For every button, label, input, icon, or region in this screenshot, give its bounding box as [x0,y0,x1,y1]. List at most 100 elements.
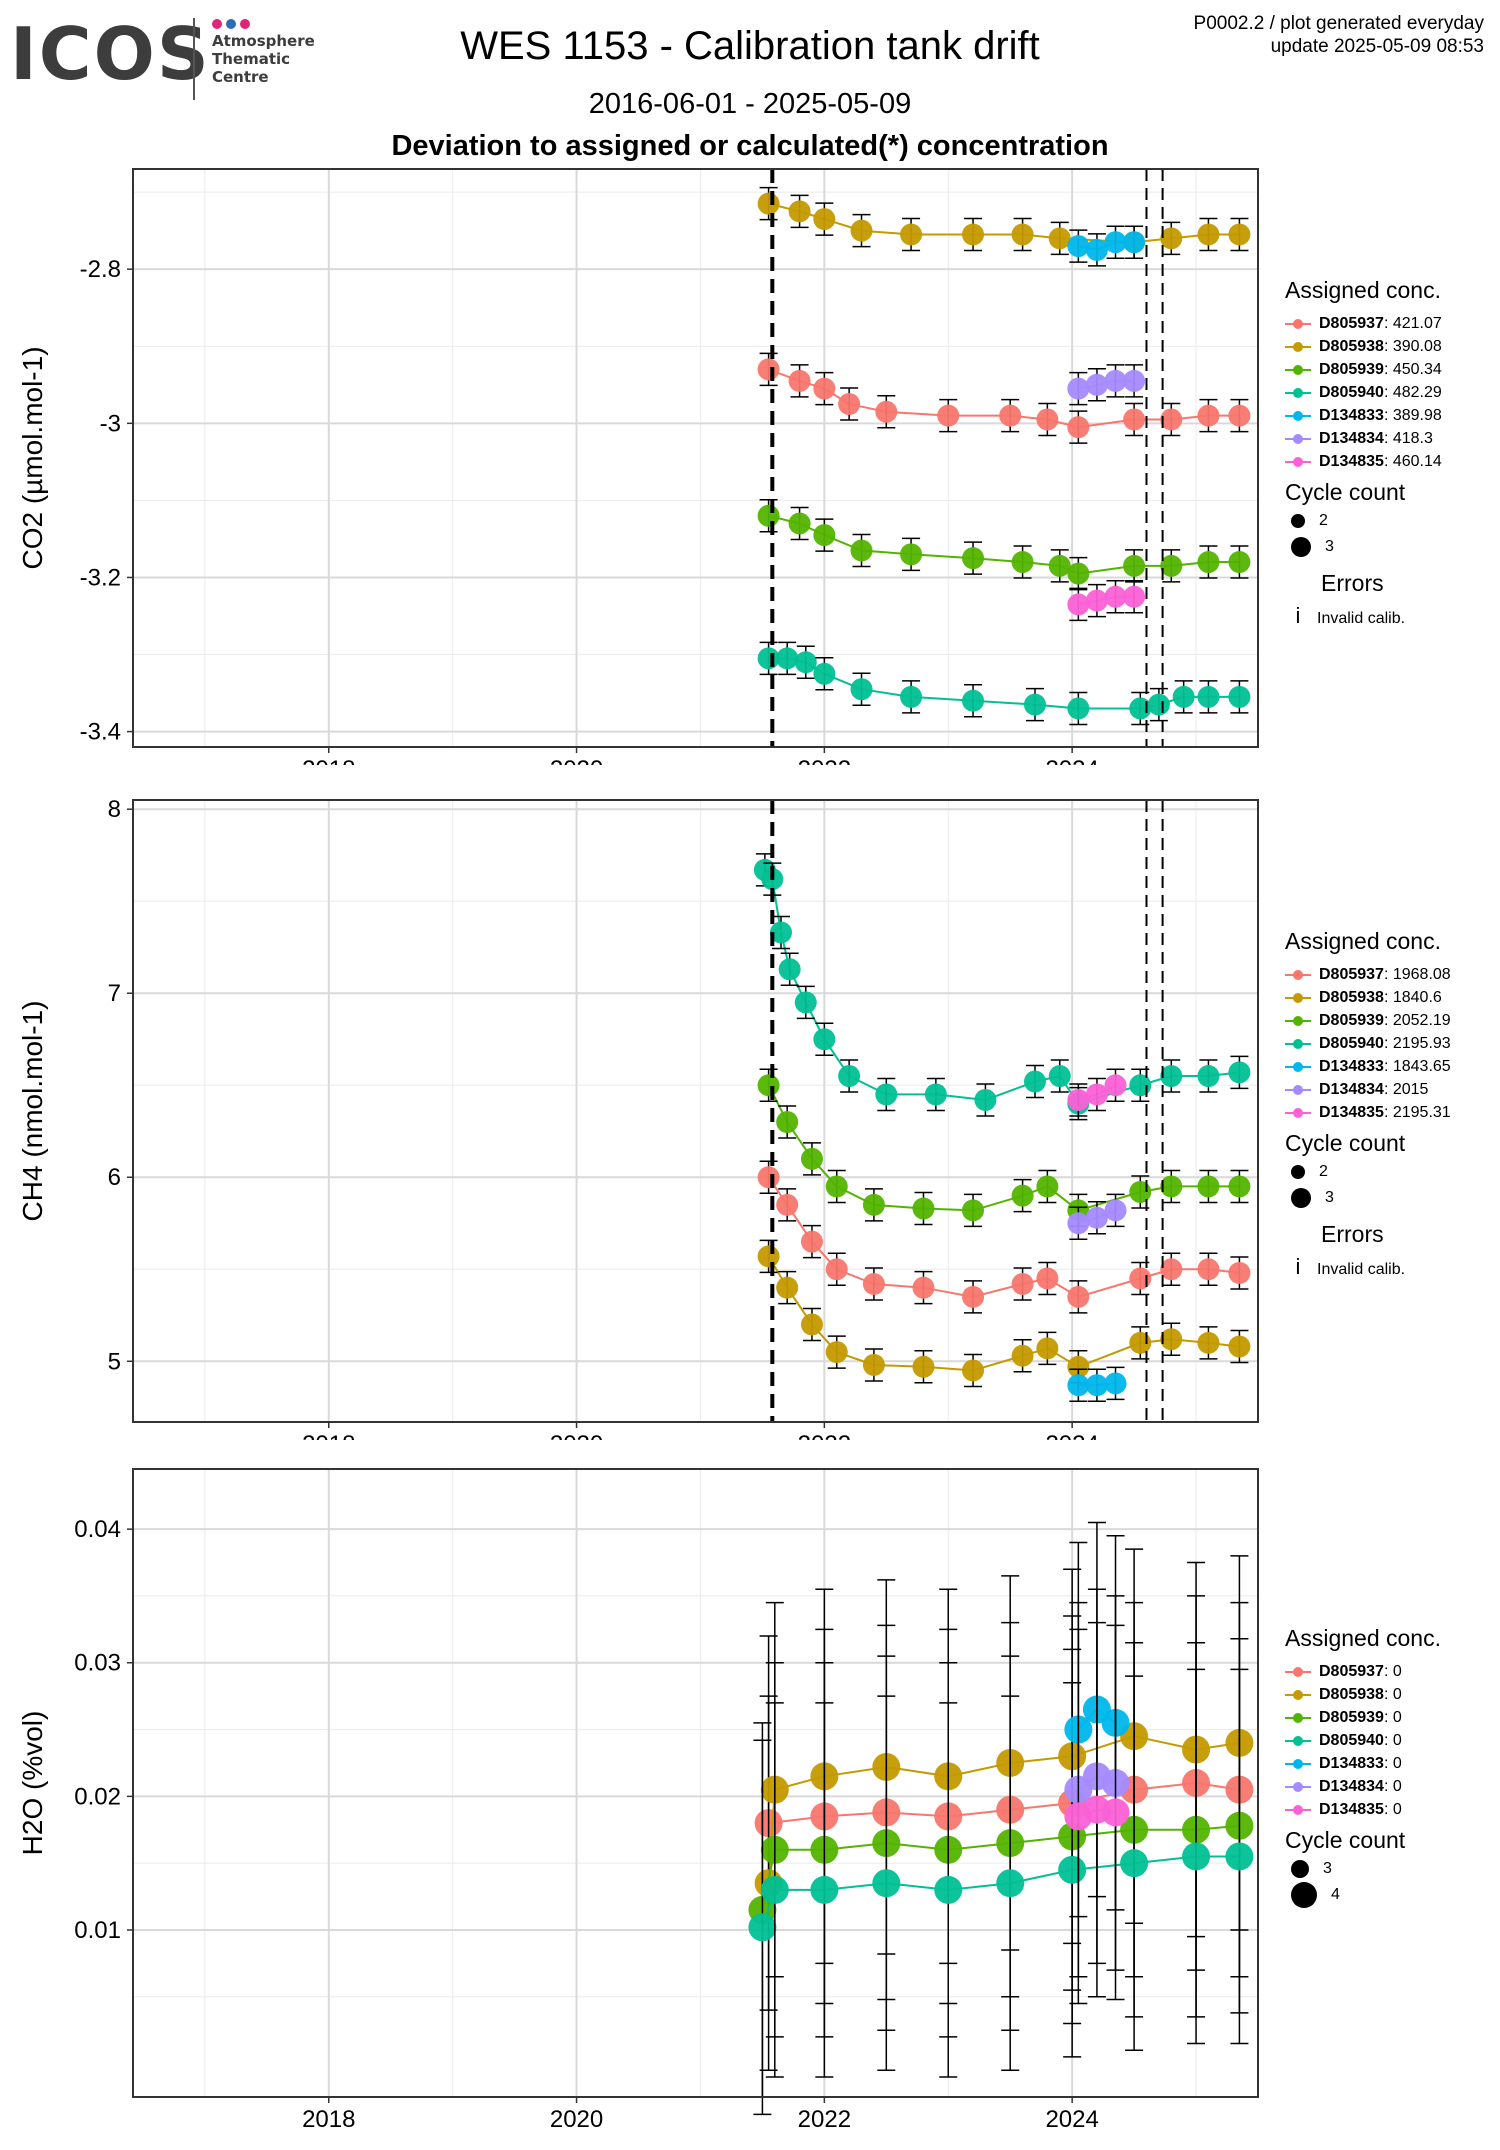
h2o-chart: 0.04 0.03 0.02 0.01 2018 2020 2022 2024 H2O (%vo… [17,1468,1259,2133]
data-point-D805940 [1129,697,1152,720]
data-point-D134835 [1085,1083,1108,1106]
data-point-D805940 [974,1088,997,1111]
data-point-D805938 [1197,223,1220,246]
legend-assigned-value: : 418.3 [1383,430,1433,447]
errors-entry: i Invalid calib. [1285,603,1442,629]
data-point-D805937 [937,404,960,427]
data-point-D134834 [1085,1206,1108,1229]
legend-entry: D805937: 421.07 [1285,312,1442,335]
legend-series-name: D805938 [1319,338,1384,355]
data-point-D805940 [1182,1842,1211,1871]
data-point-D805937 [1228,404,1251,427]
data-point-D134834 [1067,377,1090,400]
x-tick-label: 2024 [1045,756,1098,765]
data-point-D805938 [900,223,923,246]
plot-background [133,169,1258,747]
date-range: 2016-06-01 - 2025-05-09 [588,88,912,120]
legend-assigned-value: : 421.07 [1383,315,1442,332]
x-tick-label: 2018 [302,1431,355,1440]
data-point-D134835 [1067,593,1090,616]
data-point-D805938 [813,208,836,231]
data-point-D805939 [788,512,811,535]
legend-key [1285,1665,1311,1679]
ch4-panel: 8 7 6 5 2018 2020 2022 2024 CH4 (nmol.mol-1) Ass… [0,780,1500,1458]
invalid-calib-glyph: i [1295,603,1301,628]
data-point-D805938 [1228,1335,1251,1358]
x-tick-label: 2020 [550,756,603,765]
y-tick-label: 0.04 [74,1516,121,1543]
cycle-count-entry: 3 [1285,1856,1441,1882]
legend-key-dot [1293,1758,1303,1769]
data-point-D805940 [962,689,985,712]
ch4-legend: Assigned conc. D805937: 1968.08 D805938: 1… [1285,928,1451,1280]
legend-series-name: D805940 [1319,1035,1384,1052]
cycle-count-value: 3 [1325,1189,1334,1206]
legend-key-dot [1293,341,1303,352]
y-tick-label: 5 [108,1348,121,1375]
legend-entry: D805937: 1968.08 [1285,963,1451,986]
data-point-D805939 [1228,551,1251,574]
data-point-D805938 [962,1359,985,1382]
chart-subtitle: Deviation to assigned or calculated(*) c… [391,130,1109,162]
errors-title: Errors [1321,570,1384,596]
data-point-D134834 [1085,373,1108,396]
invalid-calib-glyph: i [1295,1254,1301,1279]
data-point-D805937 [1129,1267,1152,1290]
legend-assigned-value: : 0 [1383,1686,1402,1703]
legend-assigned-value: : 2195.93 [1383,1035,1451,1052]
x-tick-label: 2020 [550,1431,603,1440]
data-point-D805940 [794,991,817,1014]
legend-series-name: D134835 [1319,453,1384,470]
data-point-D805937 [875,400,898,423]
data-point-D805939 [1011,1184,1034,1207]
data-point-D134835 [1123,585,1146,608]
y-tick-label: 7 [108,980,121,1007]
data-point-D805939 [757,504,780,527]
legend-key [1285,1014,1311,1028]
data-point-D805940 [924,1083,947,1106]
y-tick-label: -2.8 [80,256,121,283]
h2o-panel: 0.04 0.03 0.02 0.01 2018 2020 2022 2024 H2O (%vo… [0,1455,1500,2145]
legend-entry: D805940: 2195.93 [1285,1032,1451,1055]
legend-series-name: D134834 [1319,1778,1384,1795]
data-point-D805940 [838,1065,861,1088]
legend-key-dot [1293,1735,1303,1746]
cycle-count-title: Cycle count [1285,1827,1406,1853]
data-point-D805939 [1197,551,1220,574]
co2-chart: -2.8 -3 -3.2 -3.4 2018 2020 2022 2024 CO2 (µmol.… [17,168,1259,783]
legend-key-dot [1293,1061,1303,1072]
data-point-D805937 [1160,408,1183,431]
data-point-D805938 [1160,1328,1183,1351]
legend-key [1285,386,1311,400]
cycle-count-entry: 2 [1285,508,1442,534]
legend-key-dot [1293,1781,1303,1792]
legend-key [1285,1803,1311,1817]
data-point-D805940 [794,651,817,674]
data-point-D134833 [1067,235,1090,258]
x-tick-label: 2024 [1045,1431,1098,1440]
legend-assigned-value: : 1968.08 [1383,966,1451,983]
legend-key [1285,1734,1311,1748]
co2-panel: -2.8 -3 -3.2 -3.4 2018 2020 2022 2024 CO2 (µmol.… [0,165,1500,783]
data-point-D805940 [875,1083,898,1106]
cycle-count-dot [1291,513,1305,528]
cycle-count-dot [1291,1164,1305,1179]
legend-entry: D805939: 0 [1285,1706,1441,1729]
data-point-D805938 [776,1276,799,1299]
legend-series-name: D805938 [1319,1686,1384,1703]
data-point-D805938 [962,223,985,246]
errors-legend: Errors i Invalid calib. [1285,1221,1451,1280]
logo-sub-line: Atmosphere [212,32,315,50]
data-point-D805939 [800,1147,823,1170]
logo-dots-icon [212,16,254,34]
legend-key-dot [1293,1666,1303,1677]
y-tick-label: -3.2 [80,564,121,591]
x-tick-label: 2022 [798,1431,851,1440]
legend-title: Assigned conc. [1285,277,1441,303]
data-point-D805937 [999,404,1022,427]
y-tick-label: 8 [108,796,121,823]
legend-entry: D805938: 0 [1285,1683,1441,1706]
y-tick-label: 0.01 [74,1917,121,1944]
data-point-D805938 [1011,1344,1034,1367]
cycle-count-value: 2 [1319,1163,1328,1180]
